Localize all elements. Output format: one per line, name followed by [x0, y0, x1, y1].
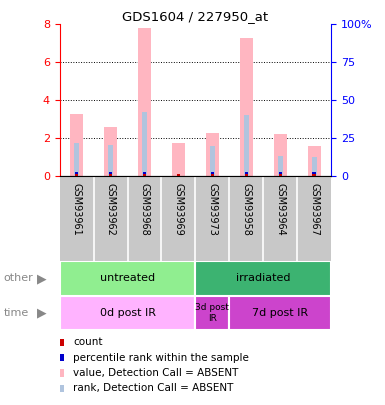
Text: value, Detection Call = ABSENT: value, Detection Call = ABSENT [73, 368, 239, 378]
Bar [142, 112, 147, 176]
Bar [244, 174, 248, 176]
Text: rank, Detection Call = ABSENT: rank, Detection Call = ABSENT [73, 384, 234, 393]
Bar [229, 296, 331, 330]
Text: GSM93969: GSM93969 [173, 183, 183, 236]
Text: percentile rank within the sample: percentile rank within the sample [73, 353, 249, 362]
Bar [177, 174, 180, 176]
Text: GSM93961: GSM93961 [72, 183, 82, 236]
Bar [210, 146, 215, 176]
Text: GSM93964: GSM93964 [275, 183, 285, 236]
Bar [278, 156, 283, 176]
Bar [274, 134, 287, 176]
Bar [60, 261, 195, 296]
Text: GSM93968: GSM93968 [139, 183, 149, 236]
Bar [313, 174, 316, 176]
Text: 7d post IR: 7d post IR [252, 308, 308, 318]
Text: GSM93962: GSM93962 [105, 183, 116, 236]
Bar [311, 157, 317, 176]
Text: other: other [4, 273, 33, 283]
Text: count: count [73, 337, 103, 347]
Bar [206, 134, 219, 176]
Bar [60, 296, 195, 330]
Text: irradiated: irradiated [236, 273, 291, 283]
Bar [143, 172, 146, 174]
Text: ▶: ▶ [37, 272, 46, 285]
Bar [211, 172, 214, 174]
Text: 0d post IR: 0d post IR [100, 308, 156, 318]
Bar [240, 38, 253, 176]
Bar [278, 174, 282, 176]
Bar [143, 174, 146, 176]
Text: GSM93967: GSM93967 [309, 183, 319, 236]
Bar [172, 143, 185, 176]
Bar [138, 28, 151, 176]
Bar [244, 172, 248, 174]
Bar [104, 127, 117, 176]
Bar [109, 174, 112, 176]
Bar [70, 113, 83, 176]
Bar [195, 261, 331, 296]
Bar [211, 174, 214, 176]
Text: GSM93973: GSM93973 [208, 183, 218, 236]
Bar [74, 143, 79, 176]
Text: time: time [4, 308, 29, 318]
Bar [278, 172, 282, 174]
Bar [244, 115, 249, 176]
Text: untreated: untreated [100, 273, 155, 283]
Text: 3d post
IR: 3d post IR [196, 303, 229, 322]
Bar [108, 145, 113, 176]
Bar [308, 146, 321, 176]
Bar [75, 172, 78, 174]
Text: GSM93958: GSM93958 [241, 183, 251, 236]
Bar [195, 296, 229, 330]
Title: GDS1604 / 227950_at: GDS1604 / 227950_at [122, 10, 268, 23]
Bar [75, 174, 78, 176]
Bar [109, 172, 112, 174]
Text: ▶: ▶ [37, 306, 46, 320]
Bar [313, 172, 316, 174]
